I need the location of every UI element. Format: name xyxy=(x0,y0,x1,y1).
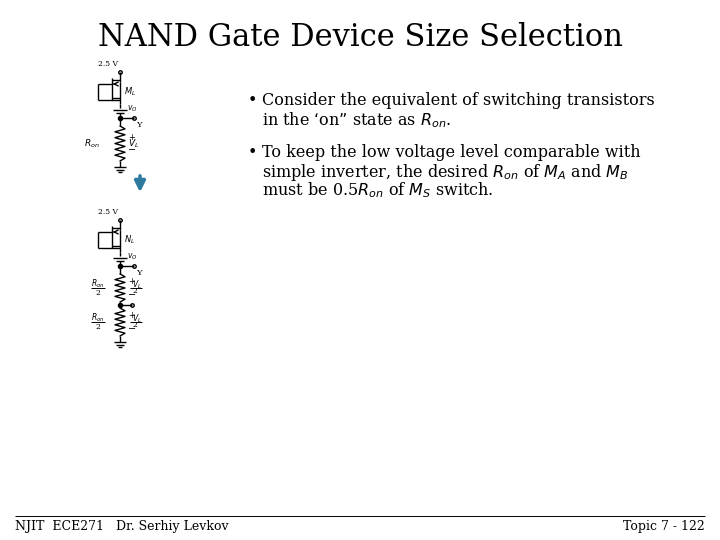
Text: Y: Y xyxy=(136,269,142,277)
Text: +: + xyxy=(128,312,135,321)
Text: 2: 2 xyxy=(96,323,100,331)
Text: Consider the equivalent of switching transistors: Consider the equivalent of switching tra… xyxy=(262,92,654,109)
Text: •: • xyxy=(248,144,257,161)
Text: $R_{on}$: $R_{on}$ xyxy=(91,312,105,324)
Text: To keep the low voltage level comparable with: To keep the low voltage level comparable… xyxy=(262,144,641,161)
Text: −: − xyxy=(128,290,136,300)
Text: −: − xyxy=(128,145,136,154)
Text: +: + xyxy=(128,278,135,287)
Text: NJIT  ECE271   Dr. Serhiy Levkov: NJIT ECE271 Dr. Serhiy Levkov xyxy=(15,520,229,533)
Text: 2.5 V: 2.5 V xyxy=(98,208,118,216)
Text: $M_L$: $M_L$ xyxy=(124,86,136,98)
Text: 2: 2 xyxy=(132,287,137,295)
Text: NAND Gate Device Size Selection: NAND Gate Device Size Selection xyxy=(97,22,623,53)
Text: $N_L$: $N_L$ xyxy=(124,234,135,246)
Text: in the ‘on” state as $R_{on}$.: in the ‘on” state as $R_{on}$. xyxy=(262,110,451,130)
Text: Topic 7 - 122: Topic 7 - 122 xyxy=(624,520,705,533)
Text: 2: 2 xyxy=(96,289,100,297)
Text: simple inverter, the desired $R_{on}$ of $M_A$ and $M_B$: simple inverter, the desired $R_{on}$ of… xyxy=(262,162,629,183)
Text: $v_O$: $v_O$ xyxy=(127,104,138,114)
Text: •: • xyxy=(248,92,257,109)
Text: must be 0.5$R_{on}$ of $M_S$ switch.: must be 0.5$R_{on}$ of $M_S$ switch. xyxy=(262,180,493,200)
Text: 2: 2 xyxy=(132,321,137,329)
Text: $R_{on}$: $R_{on}$ xyxy=(91,278,105,291)
Text: $R_{on}$: $R_{on}$ xyxy=(84,137,100,150)
Text: $v_O$: $v_O$ xyxy=(127,252,138,262)
Text: $V_L$: $V_L$ xyxy=(132,313,142,325)
Text: $V_L$: $V_L$ xyxy=(128,137,140,150)
Text: −: − xyxy=(128,324,136,334)
Text: 2.5 V: 2.5 V xyxy=(98,60,118,68)
Text: $V_L$: $V_L$ xyxy=(132,279,142,291)
Text: +: + xyxy=(128,133,135,142)
Text: Y: Y xyxy=(136,121,142,129)
